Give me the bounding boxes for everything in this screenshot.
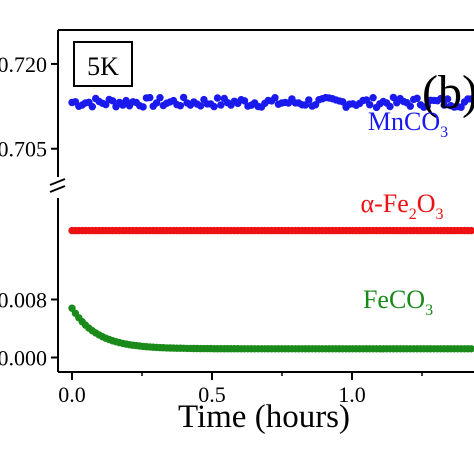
panel-label: (b) <box>422 66 474 119</box>
data-point <box>146 93 154 102</box>
data-point <box>108 97 117 105</box>
data-points <box>68 93 474 353</box>
data-point <box>467 95 474 103</box>
series-label: α-Fe2O3 <box>360 189 443 223</box>
data-point <box>369 93 377 102</box>
data-point <box>366 100 374 109</box>
data-point <box>213 94 222 102</box>
y-tick-label: 0.008 <box>0 288 47 313</box>
data-point <box>305 96 313 104</box>
data-point <box>139 103 147 111</box>
y-tick-label: 0.720 <box>0 52 47 77</box>
data-point <box>196 102 205 110</box>
data-point <box>467 226 474 235</box>
data-point <box>443 95 452 103</box>
data-point <box>156 93 164 102</box>
x-tick-label: 1.0 <box>338 382 366 407</box>
data-point <box>102 100 110 109</box>
data-point <box>179 93 188 102</box>
data-point <box>68 304 76 312</box>
y-tick-label: 0.000 <box>0 346 47 371</box>
data-point <box>240 97 249 105</box>
data-point <box>271 93 279 102</box>
data-point <box>217 101 225 109</box>
axes <box>49 29 474 380</box>
x-tick-label: 0.0 <box>58 382 86 407</box>
data-point <box>406 102 414 110</box>
data-point <box>152 99 161 107</box>
series-MnCO3 <box>68 93 474 112</box>
data-point <box>176 101 185 110</box>
series-FeCO3 <box>68 304 474 353</box>
data-point <box>423 102 431 110</box>
data-point <box>311 100 320 109</box>
temperature-box: 5K <box>73 41 133 87</box>
series-α-Fe2O3 <box>68 226 474 235</box>
data-point <box>413 94 421 103</box>
data-point <box>386 102 394 111</box>
data-point <box>88 102 97 111</box>
data-point <box>210 102 218 111</box>
labels: (b) Time (hours) 0.720 0.705 0.008 0.000 0.0… <box>0 41 474 435</box>
x-tick-label: 0.5 <box>198 382 226 407</box>
temperature-label: 5K <box>87 52 119 81</box>
series-label: FeCO3 <box>363 285 433 319</box>
data-point <box>339 98 347 106</box>
series-label: MnCO3 <box>368 107 448 141</box>
x-axis-label: Time (hours) <box>178 399 350 435</box>
data-point <box>457 103 465 111</box>
y-tick-label: 0.705 <box>0 137 47 162</box>
data-point <box>467 345 474 353</box>
axis-break <box>49 178 66 196</box>
